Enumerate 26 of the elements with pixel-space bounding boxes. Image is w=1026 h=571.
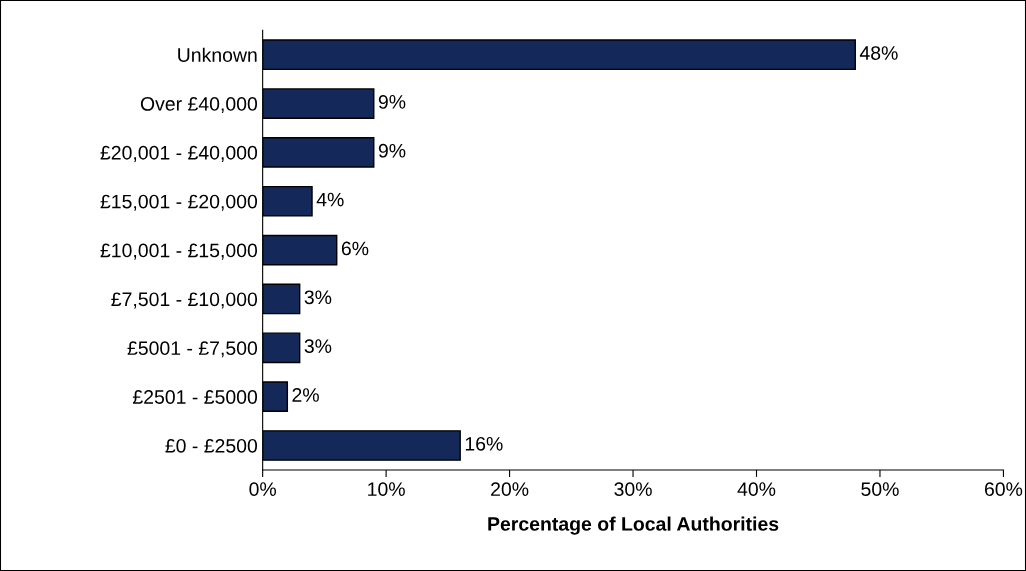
y-tick-label: £2501 - £5000 — [132, 390, 258, 404]
data-label: 4% — [316, 192, 344, 207]
x-tick-label: 40% — [737, 482, 776, 497]
data-label: 9% — [378, 143, 406, 158]
x-tick-label: 50% — [861, 482, 899, 497]
data-label: 3% — [304, 339, 332, 354]
data-label: 9% — [378, 94, 406, 109]
y-tick-label: £5001 - £7,500 — [127, 341, 258, 358]
y-tick-label: £15,001 - £20,000 — [100, 194, 258, 211]
data-label: 2% — [292, 388, 319, 402]
y-tick-label: £7,501 - £10,000 — [111, 292, 258, 309]
data-label: 48% — [859, 46, 898, 60]
data-label: 6% — [341, 241, 369, 256]
x-tick-label: 10% — [368, 482, 405, 497]
data-label: 16% — [465, 436, 503, 451]
x-axis-title: Percentage of Local Authorities — [488, 516, 779, 535]
x-tick-label: 0% — [249, 482, 277, 497]
y-tick-label: Unknown — [178, 47, 257, 62]
data-label: 3% — [304, 290, 332, 305]
x-tick-label: 20% — [491, 482, 529, 497]
y-tick-label: Over £40,000 — [140, 97, 258, 114]
x-tick-label: 60% — [984, 482, 1023, 497]
y-tick-label: £20,001 - £40,000 — [100, 145, 258, 162]
y-tick-label: £10,001 - £15,000 — [100, 243, 258, 260]
x-tick-label: 30% — [614, 482, 652, 497]
y-tick-label: £0 - £2500 — [165, 438, 258, 453]
